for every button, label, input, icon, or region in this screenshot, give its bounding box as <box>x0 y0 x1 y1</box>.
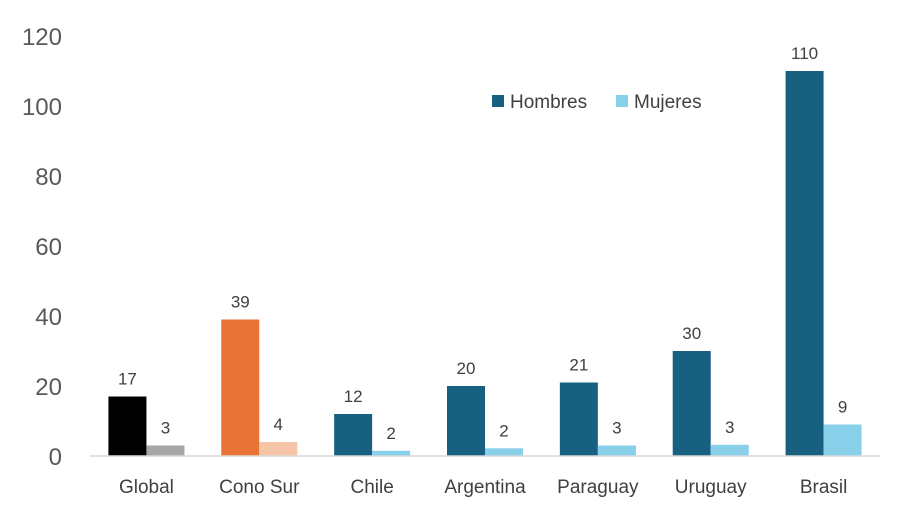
x-tick-label: Cono Sur <box>219 477 300 498</box>
x-tick-label: Chile <box>350 477 393 498</box>
data-label: 3 <box>161 419 170 438</box>
data-label: 3 <box>725 418 734 437</box>
data-label: 110 <box>791 44 818 63</box>
data-labels: 17 3 39 4 12 2 20 2 21 3 30 3 110 9 <box>118 44 847 443</box>
data-label: 2 <box>499 421 508 440</box>
legend-label-mujeres: Mujeres <box>634 92 702 113</box>
x-tick-label: Brasil <box>800 477 848 498</box>
data-label: 21 <box>569 356 588 375</box>
data-label: 17 <box>118 370 137 389</box>
y-tick-label: 20 <box>35 374 62 401</box>
legend: Hombres Mujeres <box>492 92 702 113</box>
bar-mujeres-cono-sur <box>259 442 298 456</box>
y-tick-label: 100 <box>22 94 62 121</box>
bar-hombres-brasil <box>785 71 824 456</box>
bar-mujeres-chile <box>372 450 411 456</box>
y-axis: 0 20 40 60 80 100 120 <box>22 24 62 471</box>
x-axis: Global Cono Sur Chile Argentina Paraguay Urug… <box>119 477 847 498</box>
x-tick-label: Global <box>119 477 174 498</box>
bars <box>108 71 862 456</box>
bar-hombres-global <box>108 396 147 456</box>
y-tick-label: 120 <box>22 24 62 51</box>
bar-hombres-cono-sur <box>221 319 260 456</box>
y-tick-label: 40 <box>35 304 62 331</box>
bar-hombres-chile <box>334 414 373 456</box>
y-tick-label: 0 <box>49 444 62 471</box>
y-tick-label: 80 <box>35 164 62 191</box>
bar-hombres-uruguay <box>672 351 711 456</box>
bar-mujeres-argentina <box>485 448 523 456</box>
data-label: 20 <box>457 359 476 378</box>
x-tick-label: Argentina <box>444 477 526 498</box>
bar-mujeres-uruguay <box>710 444 749 456</box>
data-label: 39 <box>231 293 250 312</box>
legend-swatch-hombres <box>492 95 504 107</box>
legend-label-hombres: Hombres <box>510 92 587 113</box>
legend-swatch-mujeres <box>616 95 628 107</box>
bar-mujeres-brasil <box>823 424 862 456</box>
bar-mujeres-global <box>146 445 185 456</box>
x-tick-label: Paraguay <box>557 477 639 498</box>
bar-mujeres-paraguay <box>597 445 636 456</box>
data-label: 12 <box>344 387 363 406</box>
bar-hombres-argentina <box>447 386 485 456</box>
data-label: 30 <box>682 324 701 343</box>
data-label: 2 <box>386 424 395 443</box>
y-tick-label: 60 <box>35 234 62 261</box>
data-label: 9 <box>838 398 847 417</box>
data-label: 3 <box>612 419 621 438</box>
data-label: 4 <box>274 415 283 434</box>
bar-hombres-paraguay <box>559 382 598 456</box>
x-tick-label: Uruguay <box>675 477 747 498</box>
